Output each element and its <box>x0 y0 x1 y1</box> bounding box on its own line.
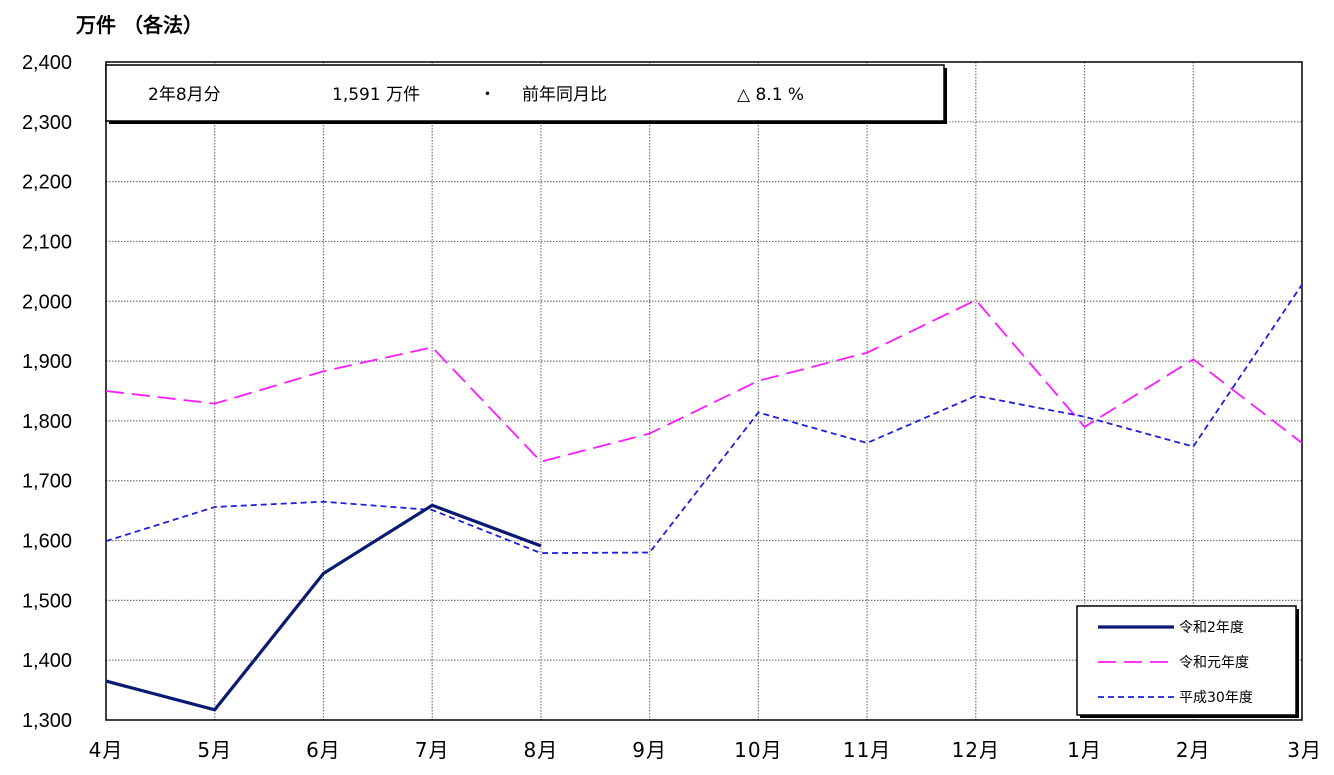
legend-label-reiwa2: 令和2年度 <box>1179 620 1244 636</box>
y-tick-label: 2,400 <box>22 52 72 74</box>
y-tick-label: 2,200 <box>22 172 72 194</box>
y-tick-label: 1,300 <box>22 710 72 732</box>
info-box-shadow-bottom <box>109 121 947 124</box>
x-tick-labels: 4月 5月 6月 7月 8月 9月 10月 11月 12月 1月 2月 3月 <box>89 738 1322 762</box>
y-tick-label: 2,100 <box>22 231 72 253</box>
legend: 令和2年度 令和元年度 平成30年度 <box>1076 605 1299 718</box>
y-tick-label: 1,800 <box>22 411 72 433</box>
series-line-2 <box>105 283 1303 555</box>
series-line-1 <box>105 298 1303 463</box>
legend-label-heisei30: 平成30年度 <box>1179 690 1253 706</box>
info-box-shadow-right <box>944 68 947 124</box>
series-lines <box>105 283 1303 712</box>
legend-label-reiwa1: 令和元年度 <box>1179 655 1249 671</box>
x-tick-label: 2月 <box>1176 738 1211 762</box>
info-period: 2年8月分 <box>148 85 221 105</box>
x-tick-label: 11月 <box>843 738 891 762</box>
info-compare-label: 前年同月比 <box>522 85 607 105</box>
y-tick-label: 1,900 <box>22 351 72 373</box>
info-value: 1,591 万件 <box>332 85 420 105</box>
y-tick-label: 2,300 <box>22 112 72 134</box>
info-separator: ・ <box>479 85 496 105</box>
y-tick-label: 1,700 <box>22 471 72 493</box>
x-tick-label: 12月 <box>952 738 1000 762</box>
legend-shadow-right <box>1296 609 1299 718</box>
x-tick-label: 5月 <box>197 738 232 762</box>
x-tick-label: 8月 <box>524 738 559 762</box>
y-tick-label: 1,400 <box>22 650 72 672</box>
x-tick-label: 6月 <box>306 738 341 762</box>
x-tick-label: 4月 <box>89 738 124 762</box>
y-tick-label: 2,000 <box>22 291 72 313</box>
series-line-0 <box>105 503 542 712</box>
legend-shadow-bottom <box>1080 715 1299 718</box>
info-box: 2年8月分 1,591 万件 ・ 前年同月比 △ 8.1 % <box>105 64 947 124</box>
y-tick-label: 1,600 <box>22 531 72 553</box>
x-tick-label: 1月 <box>1067 738 1102 762</box>
x-tick-label: 7月 <box>415 738 450 762</box>
y-tick-label: 1,500 <box>22 590 72 612</box>
y-tick-labels: 1,300 1,400 1,500 1,600 1,700 1,800 1,900 2,000… <box>22 52 72 732</box>
info-change: △ 8.1 % <box>737 85 804 105</box>
x-tick-label: 3月 <box>1287 738 1322 762</box>
x-tick-label: 10月 <box>734 738 782 762</box>
x-tick-label: 9月 <box>632 738 667 762</box>
y-axis-unit-label: 万件 （各法） <box>75 13 203 37</box>
